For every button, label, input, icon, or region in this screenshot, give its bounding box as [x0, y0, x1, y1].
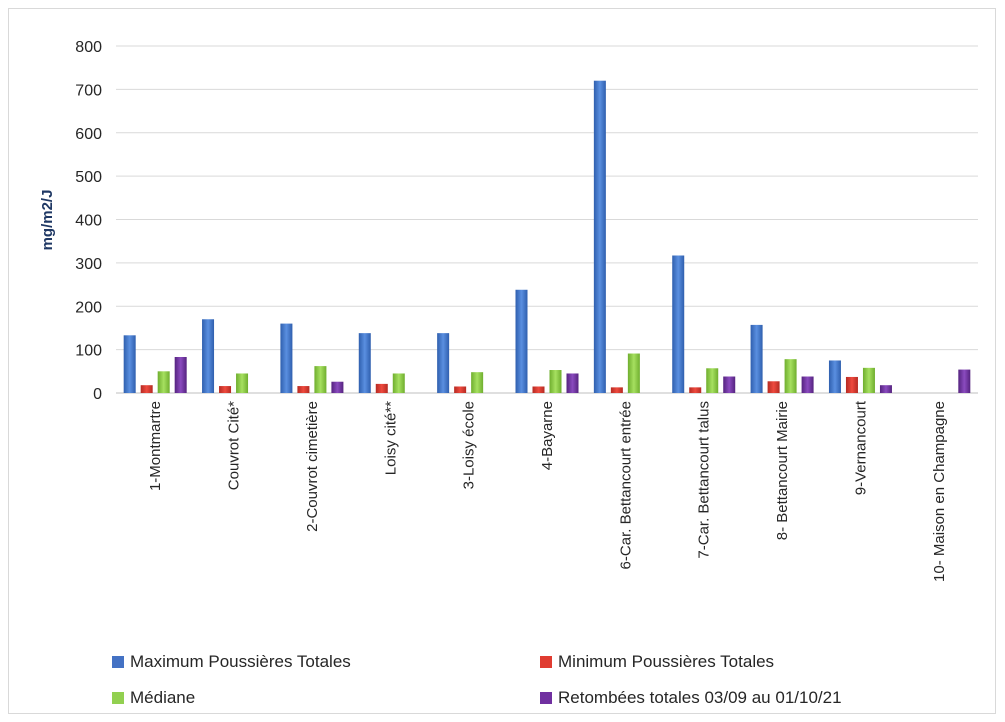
y-tick-label: 800	[75, 39, 102, 56]
bar-max	[280, 323, 293, 393]
bar-max	[750, 324, 763, 393]
x-category-label: 9-Vernancourt	[852, 400, 869, 495]
bar-min	[845, 376, 858, 393]
x-category-label: 7-Car. Bettancourt talus	[696, 401, 713, 559]
bar-max	[202, 319, 215, 393]
y-tick-label: 300	[75, 256, 102, 273]
bar-median	[627, 353, 640, 393]
y-tick-label: 100	[75, 343, 102, 360]
bar-max	[672, 255, 685, 393]
bar-min	[219, 386, 232, 393]
bar-retombees	[958, 369, 971, 393]
x-category-label: 10- Maison en Champagne	[931, 401, 948, 582]
x-category-label: 1-Montmartre	[147, 401, 164, 491]
x-category-label: 2-Couvrot cimetière	[304, 401, 321, 532]
bar-min	[689, 387, 702, 393]
bar-median	[549, 370, 562, 393]
x-category-label: 4-Bayarne	[539, 401, 556, 470]
bar-median	[236, 373, 249, 393]
bar-max	[437, 333, 450, 393]
legend-swatch-median	[112, 692, 124, 704]
legend-label-max: Maximum Poussières Totales	[130, 652, 351, 671]
y-tick-label: 700	[75, 82, 102, 99]
legend-swatch-min	[540, 656, 552, 668]
bar-median	[706, 368, 719, 393]
bar-median	[157, 371, 170, 393]
bar-min	[140, 385, 153, 393]
bar-retombees	[879, 385, 892, 393]
y-tick-label: 0	[93, 386, 102, 403]
legend-swatch-max	[112, 656, 124, 668]
y-tick-label: 500	[75, 169, 102, 186]
x-category-label: 3-Loisy école	[461, 401, 478, 489]
bar-min	[297, 386, 310, 393]
legend-item-retombees: Retombées totales 03/09 au 01/10/21	[540, 688, 842, 708]
bar-min	[532, 386, 545, 393]
legend-item-max: Maximum Poussières Totales	[112, 652, 351, 672]
bar-median	[784, 359, 797, 393]
x-category-label: Loisy cité**	[382, 401, 399, 475]
bar-median	[314, 366, 327, 393]
chart-frame	[8, 8, 996, 714]
bar-max	[123, 335, 136, 393]
legend-label-median: Médiane	[130, 688, 196, 707]
legend-label-min: Minimum Poussières Totales	[558, 652, 775, 671]
x-category-label: 8- Bettancourt Mairie	[774, 401, 791, 540]
bar-max	[828, 360, 841, 393]
bar-min	[767, 381, 780, 393]
y-tick-label: 400	[75, 213, 102, 230]
bar-min	[610, 387, 623, 393]
legend-label-retombees: Retombées totales 03/09 au 01/10/21	[558, 688, 842, 707]
bar-median	[862, 367, 875, 393]
bar-min	[375, 383, 388, 393]
bar-retombees	[331, 381, 344, 393]
bar-max	[358, 333, 371, 393]
y-axis-label: mg/m2/J	[39, 190, 56, 251]
bar-max	[515, 289, 528, 393]
bar-median	[392, 373, 405, 393]
legend-item-median: Médiane	[112, 688, 195, 708]
bar-retombees	[723, 376, 736, 393]
bar-min	[454, 386, 467, 393]
y-tick-label: 600	[75, 126, 102, 143]
y-tick-label: 200	[75, 299, 102, 316]
x-category-label: Couvrot Cité*	[226, 401, 243, 490]
legend-swatch-retombees	[540, 692, 552, 704]
bar-retombees	[174, 356, 187, 393]
bar-max	[593, 80, 606, 393]
bar-median	[471, 372, 484, 393]
bar-retombees	[566, 373, 579, 393]
bar-retombees	[801, 376, 814, 393]
x-category-label: 6-Car. Bettancourt entrée	[617, 401, 634, 569]
legend-item-min: Minimum Poussières Totales	[540, 652, 774, 672]
